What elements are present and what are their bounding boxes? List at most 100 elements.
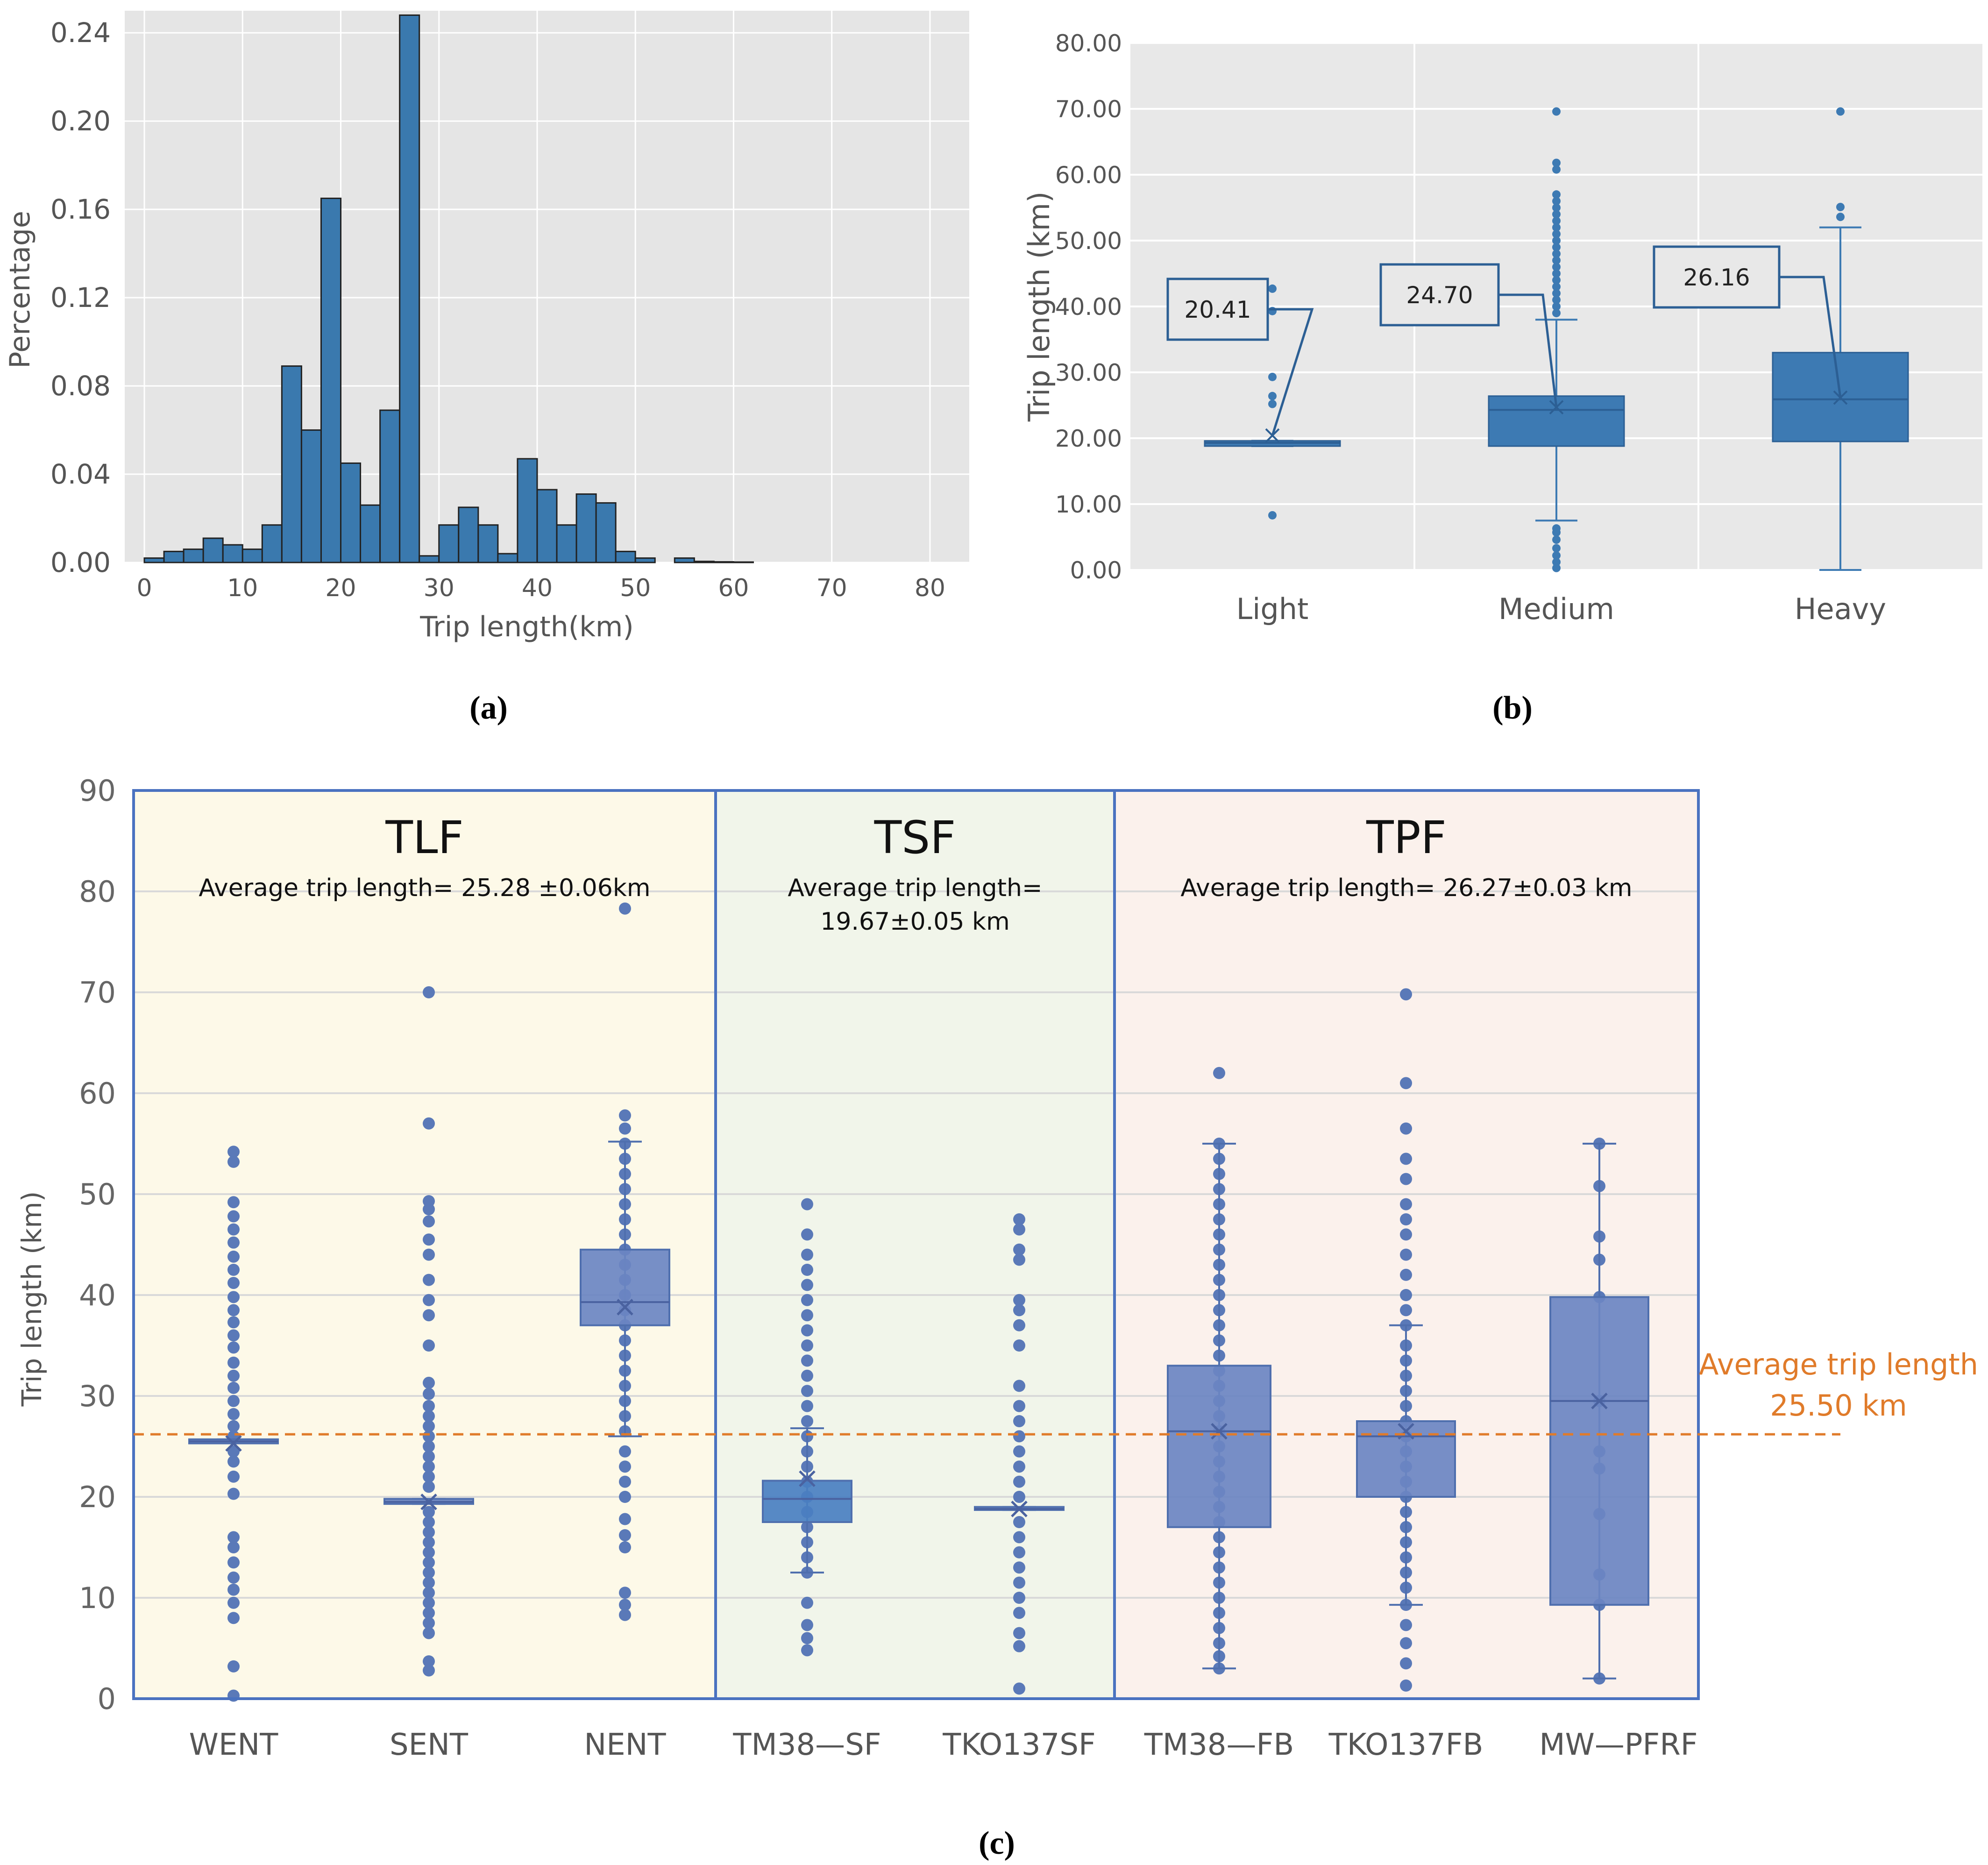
panel-c-data-point (227, 1541, 240, 1553)
panel-c-data-point (423, 1481, 435, 1493)
panel-c-data-point (1013, 1380, 1025, 1392)
panel-c-data-point (227, 1583, 240, 1596)
panel-b-x-tick-label: Heavy (1795, 592, 1886, 626)
panel-c-data-point (227, 1596, 240, 1609)
panel-c-data-point (423, 1117, 435, 1130)
panel-c-data-point (1013, 1339, 1025, 1352)
panel-a-bar (183, 548, 204, 563)
panel-c-data-point (227, 1660, 240, 1673)
panel-c-data-point (1400, 1077, 1412, 1089)
panel-c-data-point (423, 1420, 435, 1432)
panel-c-data-point (1013, 1294, 1025, 1306)
panel-c-data-point (423, 1233, 435, 1246)
panel-b-outlier-point (1268, 392, 1277, 400)
panel-c-data-point (1400, 1679, 1412, 1692)
panel-c-data-point (1400, 988, 1412, 1001)
panel-b-outlier-point (1552, 263, 1561, 271)
panel-c-data-point (1400, 1122, 1412, 1135)
panel-c-data-point (801, 1619, 813, 1631)
panel-a-bar (222, 544, 243, 563)
panel-b-outlier-point (1552, 544, 1561, 553)
panel-c-data-point (423, 1536, 435, 1549)
panel-c-data-point (1013, 1491, 1025, 1503)
panel-c-mean-marker (1398, 1423, 1414, 1440)
panel-a-y-tick-label: 0.12 (50, 282, 111, 313)
panel-c-data-point (423, 1440, 435, 1452)
panel-c-data-point (801, 1369, 813, 1382)
panel-b-outlier-point (1552, 558, 1561, 567)
panel-a-y-tick-label: 0.08 (50, 370, 111, 402)
panel-c-data-point (1013, 1304, 1025, 1317)
panel-a-bar (575, 493, 597, 563)
panel-c-mean-marker (617, 1299, 633, 1316)
panel-b-outlier-point (1552, 229, 1561, 238)
panel-b-outlier-point (1836, 213, 1845, 221)
panel-c-data-point (1013, 1682, 1025, 1695)
panel-c-data-point (227, 1250, 240, 1263)
panel-b-outlier-point (1552, 197, 1561, 206)
panel-c-data-point (227, 1612, 240, 1624)
panel-b-x-tick-label: Light (1236, 592, 1309, 626)
panel-c-y-tick-label: 10 (79, 1581, 116, 1615)
panel-b-outlier-point (1552, 210, 1561, 219)
panel-a-bar (281, 365, 302, 563)
panel-c-data-point (801, 1644, 813, 1657)
panel-a-y-tick-label: 0.24 (50, 17, 111, 49)
panel-c-data-point (619, 1460, 631, 1473)
panel-c-data-point (423, 1607, 435, 1619)
panel-b-annotation-label: 24.70 (1406, 282, 1473, 309)
panel-b-outlier-point (1552, 269, 1561, 278)
panel-a-bar (615, 550, 636, 563)
panel-c-data-point (619, 1122, 631, 1135)
panel-c-data-point (1013, 1445, 1025, 1458)
panel-b-outlier-point (1836, 203, 1845, 212)
panel-c-data-point (619, 1513, 631, 1525)
panel-c-data-point (423, 1617, 435, 1629)
panel-c-data-point (1013, 1531, 1025, 1544)
panel-c-data-point (1013, 1475, 1025, 1488)
panel-c-data-point (227, 1341, 240, 1354)
panel-c-ticks: 0 10 20 30 40 50 60 70 80 90 WENT SENT NENT TM38—SF TK… (79, 774, 1698, 1762)
panel-c-group-subtitle: Average trip length= (788, 874, 1042, 902)
panel-a-x-tick-label: 30 (424, 574, 454, 602)
panel-c-data-point (801, 1385, 813, 1397)
panel-c-data-point (423, 1664, 435, 1677)
panel-b-boxplot: 0.00 10.00 20.00 30.00 40.00 50.00 60.00 70.00 8… (1022, 30, 1982, 726)
panel-a-y-tick-label: 0.16 (50, 193, 111, 225)
panel-b-outlier-point (1552, 256, 1561, 265)
panel-c-data-point (801, 1228, 813, 1241)
panel-c-data-point (423, 1410, 435, 1423)
panel-c-data-point (227, 1556, 240, 1569)
panel-a-bar (419, 555, 440, 563)
panel-c-data-point (1400, 1268, 1412, 1281)
panel-c-data-point (1013, 1627, 1025, 1639)
panel-c-y-tick-label: 60 (79, 1076, 116, 1110)
panel-a-ylabel: Percentage (4, 211, 36, 369)
panel-b-ylabel: Trip length (km) (1022, 192, 1056, 422)
panel-c-data-point (423, 1627, 435, 1639)
panel-a-ticks: 0 10 20 30 40 50 60 70 80 0.00 0.04 0.08 0.12 0.16 0.2… (50, 17, 945, 602)
panel-c-data-point (423, 1655, 435, 1668)
panel-c-data-point (227, 1277, 240, 1289)
panel-c-data-point (1013, 1640, 1025, 1652)
panel-c-box (762, 1480, 852, 1523)
panel-c-x-tick-label: SENT (390, 1728, 469, 1762)
panel-b-outlier-point (1552, 236, 1561, 245)
panel-c-data-point (423, 1400, 435, 1412)
panel-c-data-point (227, 1395, 240, 1407)
panel-b-outlier-point (1552, 563, 1561, 572)
panel-c-data-point (423, 1460, 435, 1473)
panel-a-bar (595, 502, 617, 563)
panel-c-data-point (1013, 1607, 1025, 1619)
panel-b-outlier-point (1552, 203, 1561, 212)
panel-c-data-point (801, 1400, 813, 1412)
panel-c-data-point (619, 1491, 631, 1503)
panel-c-data-point (423, 1195, 435, 1208)
panel-a-bar (438, 524, 460, 563)
panel-a-xlabel: Trip length(km) (419, 611, 634, 643)
panel-c-box (1549, 1296, 1649, 1606)
panel-c-ylabel: Trip length (km) (16, 1191, 48, 1407)
panel-c-data-point (227, 1146, 240, 1158)
panel-a-x-tick-label: 80 (915, 574, 945, 602)
